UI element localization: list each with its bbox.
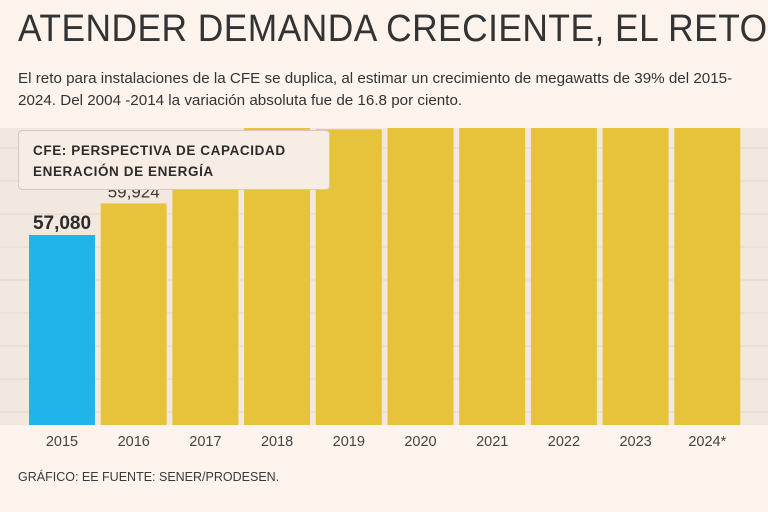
x-tick-label: 2019 <box>333 434 365 450</box>
page-title: ATENDER DEMANDA CRECIENTE, EL RETO <box>18 8 768 50</box>
x-tick-label: 2016 <box>118 434 150 450</box>
source-credit: GRÁFICO: EE FUENTE: SENER/PRODESEN. <box>18 470 280 484</box>
chart-area: 57,08059,92462,37271,08966,58673,86067,1… <box>0 128 768 425</box>
bar-2021 <box>459 128 526 425</box>
bars <box>29 128 741 425</box>
bar-2020 <box>387 128 454 425</box>
value-label-2015: 57,080 <box>33 213 91 234</box>
subtitle: El reto para instalaciones de la CFE se … <box>18 70 733 109</box>
bar-2024 <box>674 128 741 425</box>
x-tick-label: 2022 <box>548 434 580 450</box>
chart-title-box: CFE: PERSPECTIVA DE CAPACIDAD ENERACIÓN … <box>18 130 330 190</box>
x-tick-label: 2017 <box>189 434 221 450</box>
x-tick-label: 2018 <box>261 434 293 450</box>
bar-2015 <box>29 235 95 425</box>
bar-2023 <box>602 128 669 425</box>
chart-title-line-2: ENERACIÓN DE ENERGÍA <box>33 164 214 179</box>
bar-2017 <box>172 176 239 425</box>
x-tick-label: 2023 <box>619 434 651 450</box>
x-tick-label: 2020 <box>404 434 436 450</box>
x-tick-label: 2015 <box>46 434 78 450</box>
x-tick-label: 2024* <box>688 434 726 450</box>
bar-chart: 57,08059,92462,37271,08966,58673,86067,1… <box>0 128 768 425</box>
x-tick-label: 2021 <box>476 434 508 450</box>
x-axis: 2015 2016 2017 2018 2019 2020 2021 2022 2023 2024… <box>46 434 727 450</box>
bar-2016 <box>100 203 167 425</box>
bar-2022 <box>530 128 597 425</box>
chart-title-line-1: CFE: PERSPECTIVA DE CAPACIDAD <box>33 143 286 158</box>
x-tick-labels: 2015 2016 2017 2018 2019 2020 2021 2022 2023 2024… <box>46 434 727 450</box>
